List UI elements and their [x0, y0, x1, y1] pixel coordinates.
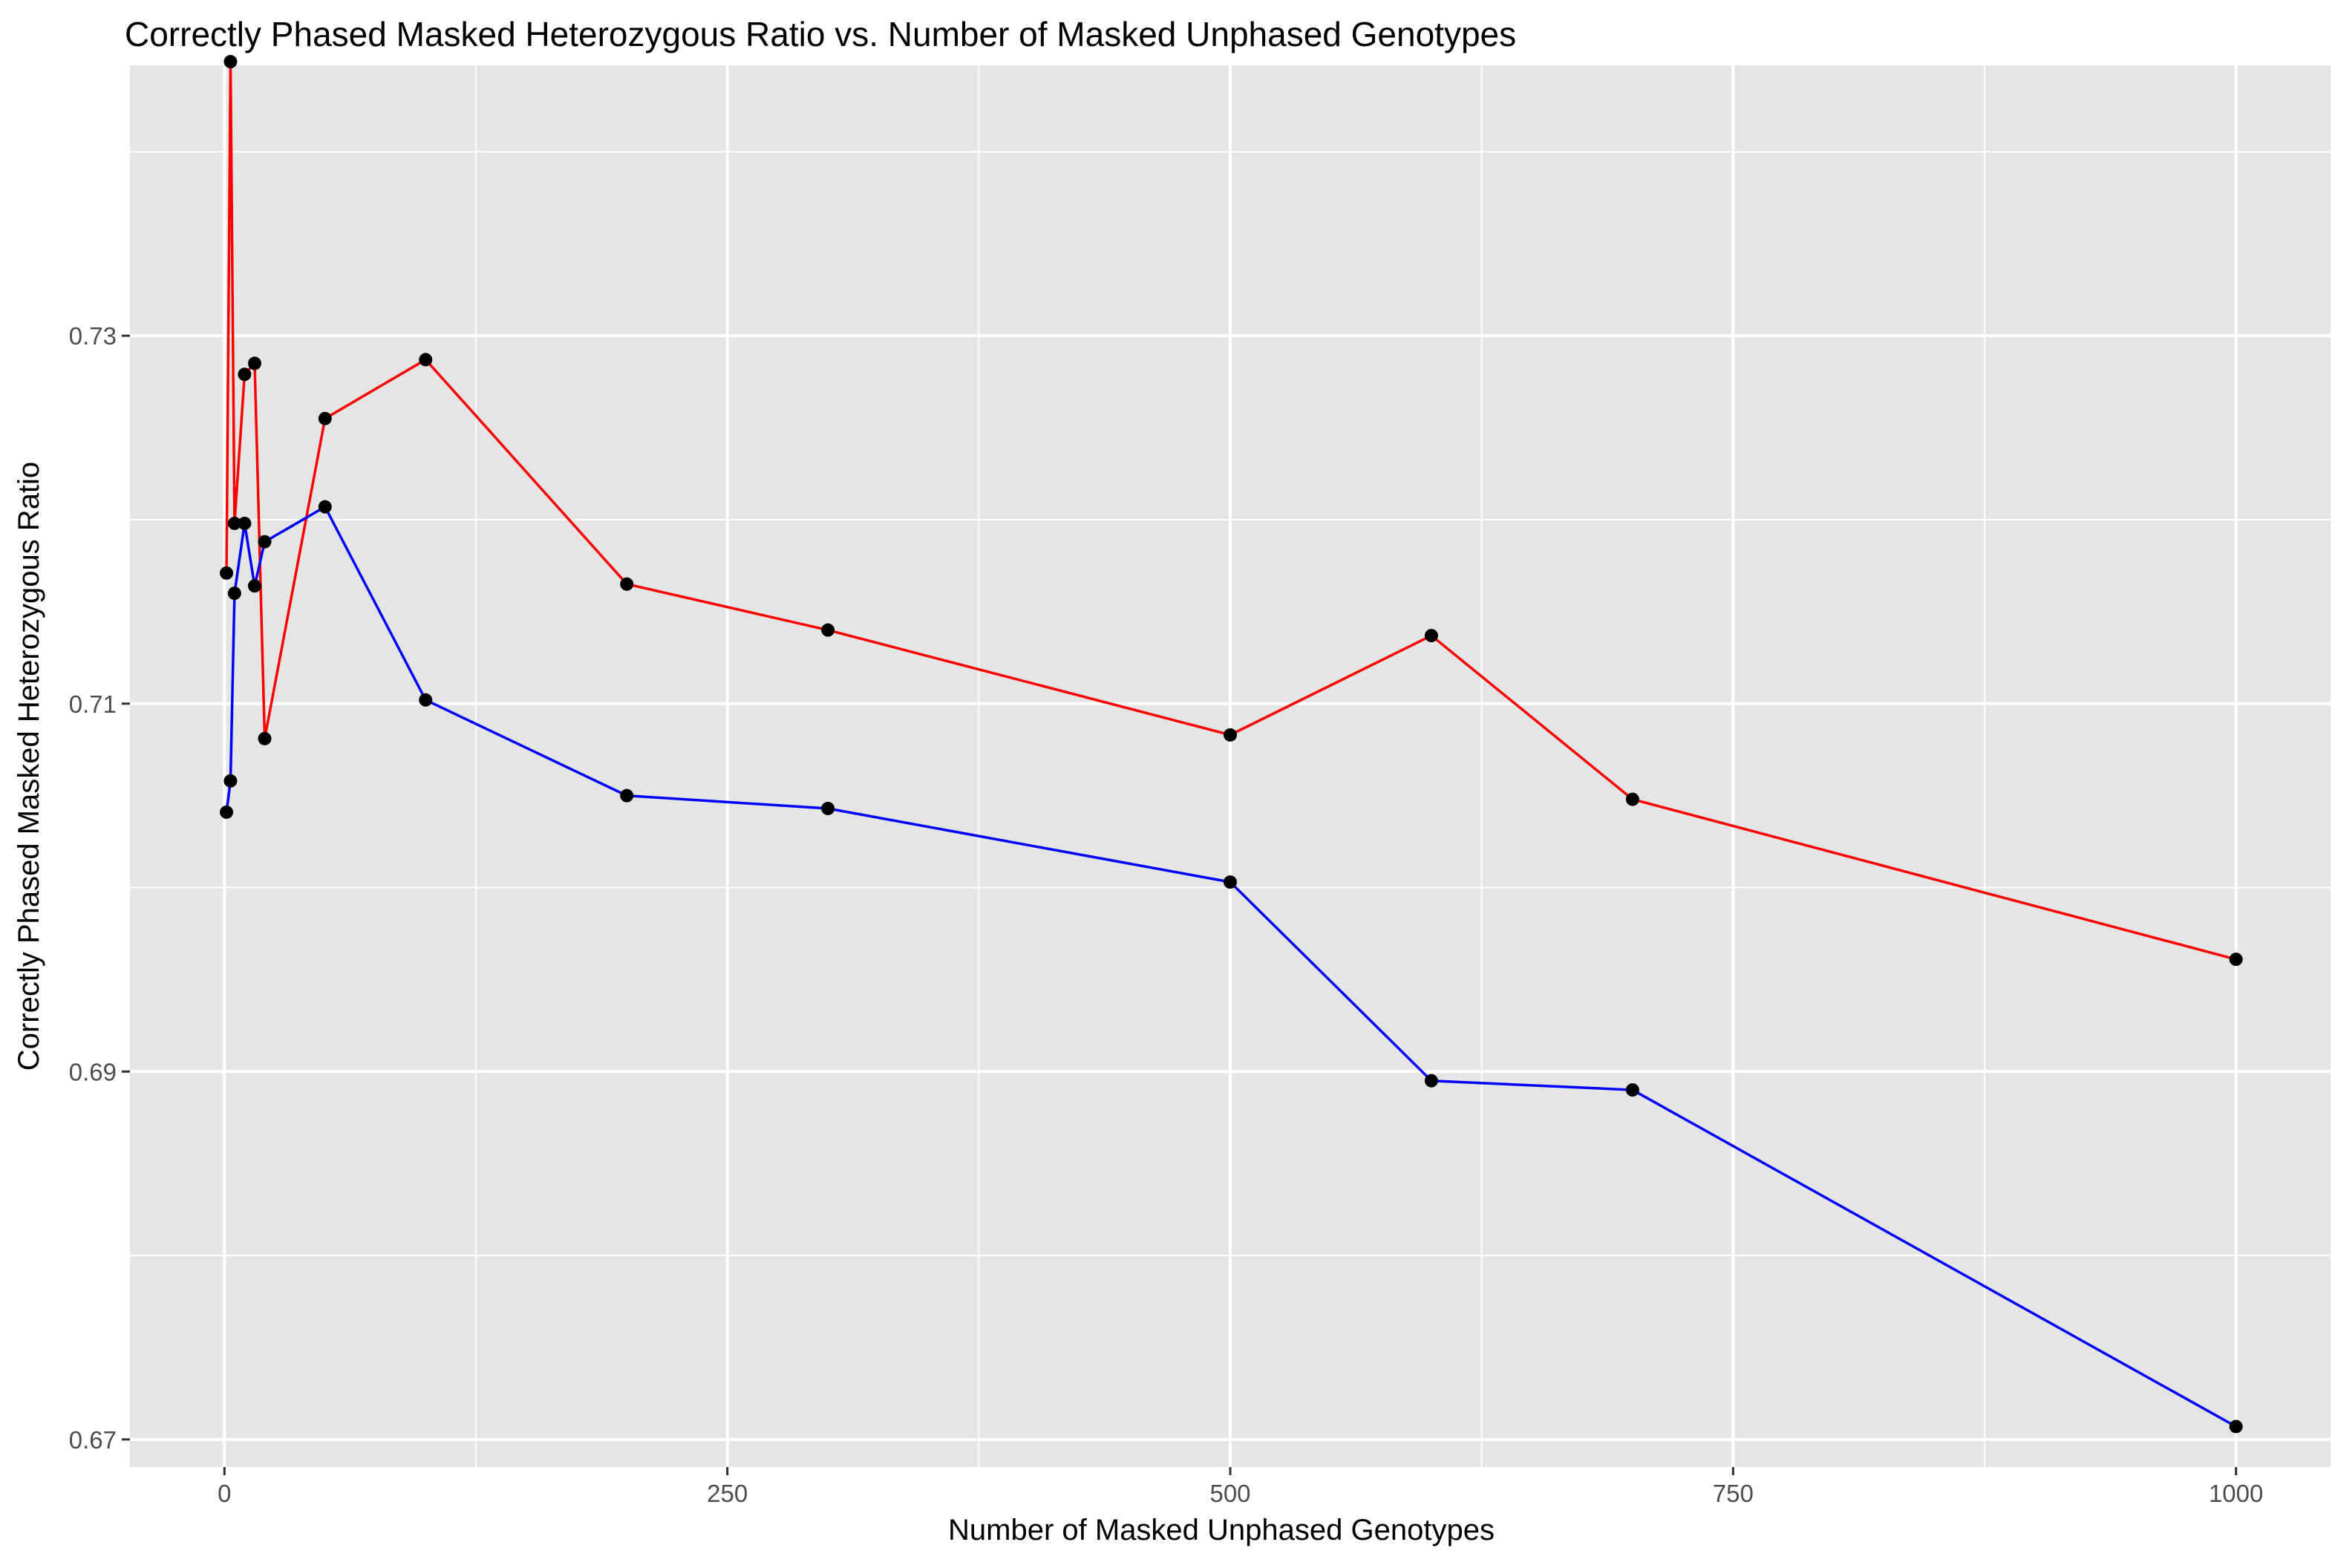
- data-point-series-2: [1625, 1083, 1639, 1097]
- data-point-series-2: [1424, 1074, 1438, 1088]
- data-point-series-2: [258, 535, 272, 549]
- data-point-series-1: [238, 368, 252, 382]
- data-point-series-2: [2229, 1420, 2243, 1434]
- x-tick-label: 500: [1209, 1480, 1250, 1507]
- data-point-series-2: [419, 693, 433, 707]
- y-tick-label: 0.71: [69, 690, 117, 718]
- data-point-series-2: [1224, 875, 1237, 889]
- x-axis: 0 250 500 750 1000: [218, 1467, 2263, 1507]
- data-point-series-1: [258, 731, 272, 745]
- data-points: [220, 55, 2243, 1434]
- series-line-1: [225, 60, 2237, 961]
- data-point-series-1: [2229, 953, 2243, 967]
- data-point-series-2: [238, 516, 252, 530]
- data-point-series-1: [220, 566, 234, 580]
- data-point-series-2: [227, 587, 241, 601]
- data-point-series-1: [419, 353, 433, 367]
- data-point-series-1: [1424, 629, 1438, 643]
- data-point-series-2: [247, 579, 261, 593]
- series-line-2: [225, 505, 2237, 1428]
- data-point-series-1: [227, 516, 241, 530]
- y-tick-label: 0.67: [69, 1426, 117, 1454]
- chart-title: Correctly Phased Masked Heterozygous Rat…: [125, 15, 1516, 53]
- y-tick-label: 0.69: [69, 1058, 117, 1085]
- data-point-series-2: [220, 805, 234, 819]
- x-tick-label: 1000: [2209, 1480, 2263, 1507]
- x-tick-label: 0: [218, 1480, 231, 1507]
- data-point-series-2: [318, 500, 332, 514]
- data-point-series-1: [223, 55, 238, 69]
- data-point-series-2: [620, 788, 634, 803]
- data-point-series-1: [318, 411, 332, 425]
- data-point-series-1: [1625, 792, 1639, 806]
- x-axis-label: Number of Masked Unphased Genotypes: [948, 1514, 1495, 1546]
- series-lines: [225, 60, 2237, 1428]
- data-point-series-1: [821, 623, 835, 637]
- y-tick-label: 0.73: [69, 322, 117, 350]
- data-point-series-1: [620, 577, 634, 591]
- y-axis: 0.67 0.69 0.71 0.73: [69, 322, 130, 1454]
- y-axis-label: Correctly Phased Masked Heterozygous Rat…: [13, 462, 45, 1071]
- major-gridlines: [130, 65, 2331, 1467]
- data-point-series-1: [247, 356, 261, 370]
- data-point-series-2: [223, 774, 238, 788]
- data-point-series-2: [821, 801, 835, 815]
- x-tick-label: 250: [707, 1480, 748, 1507]
- x-tick-label: 750: [1713, 1480, 1754, 1507]
- data-point-series-1: [1224, 728, 1237, 742]
